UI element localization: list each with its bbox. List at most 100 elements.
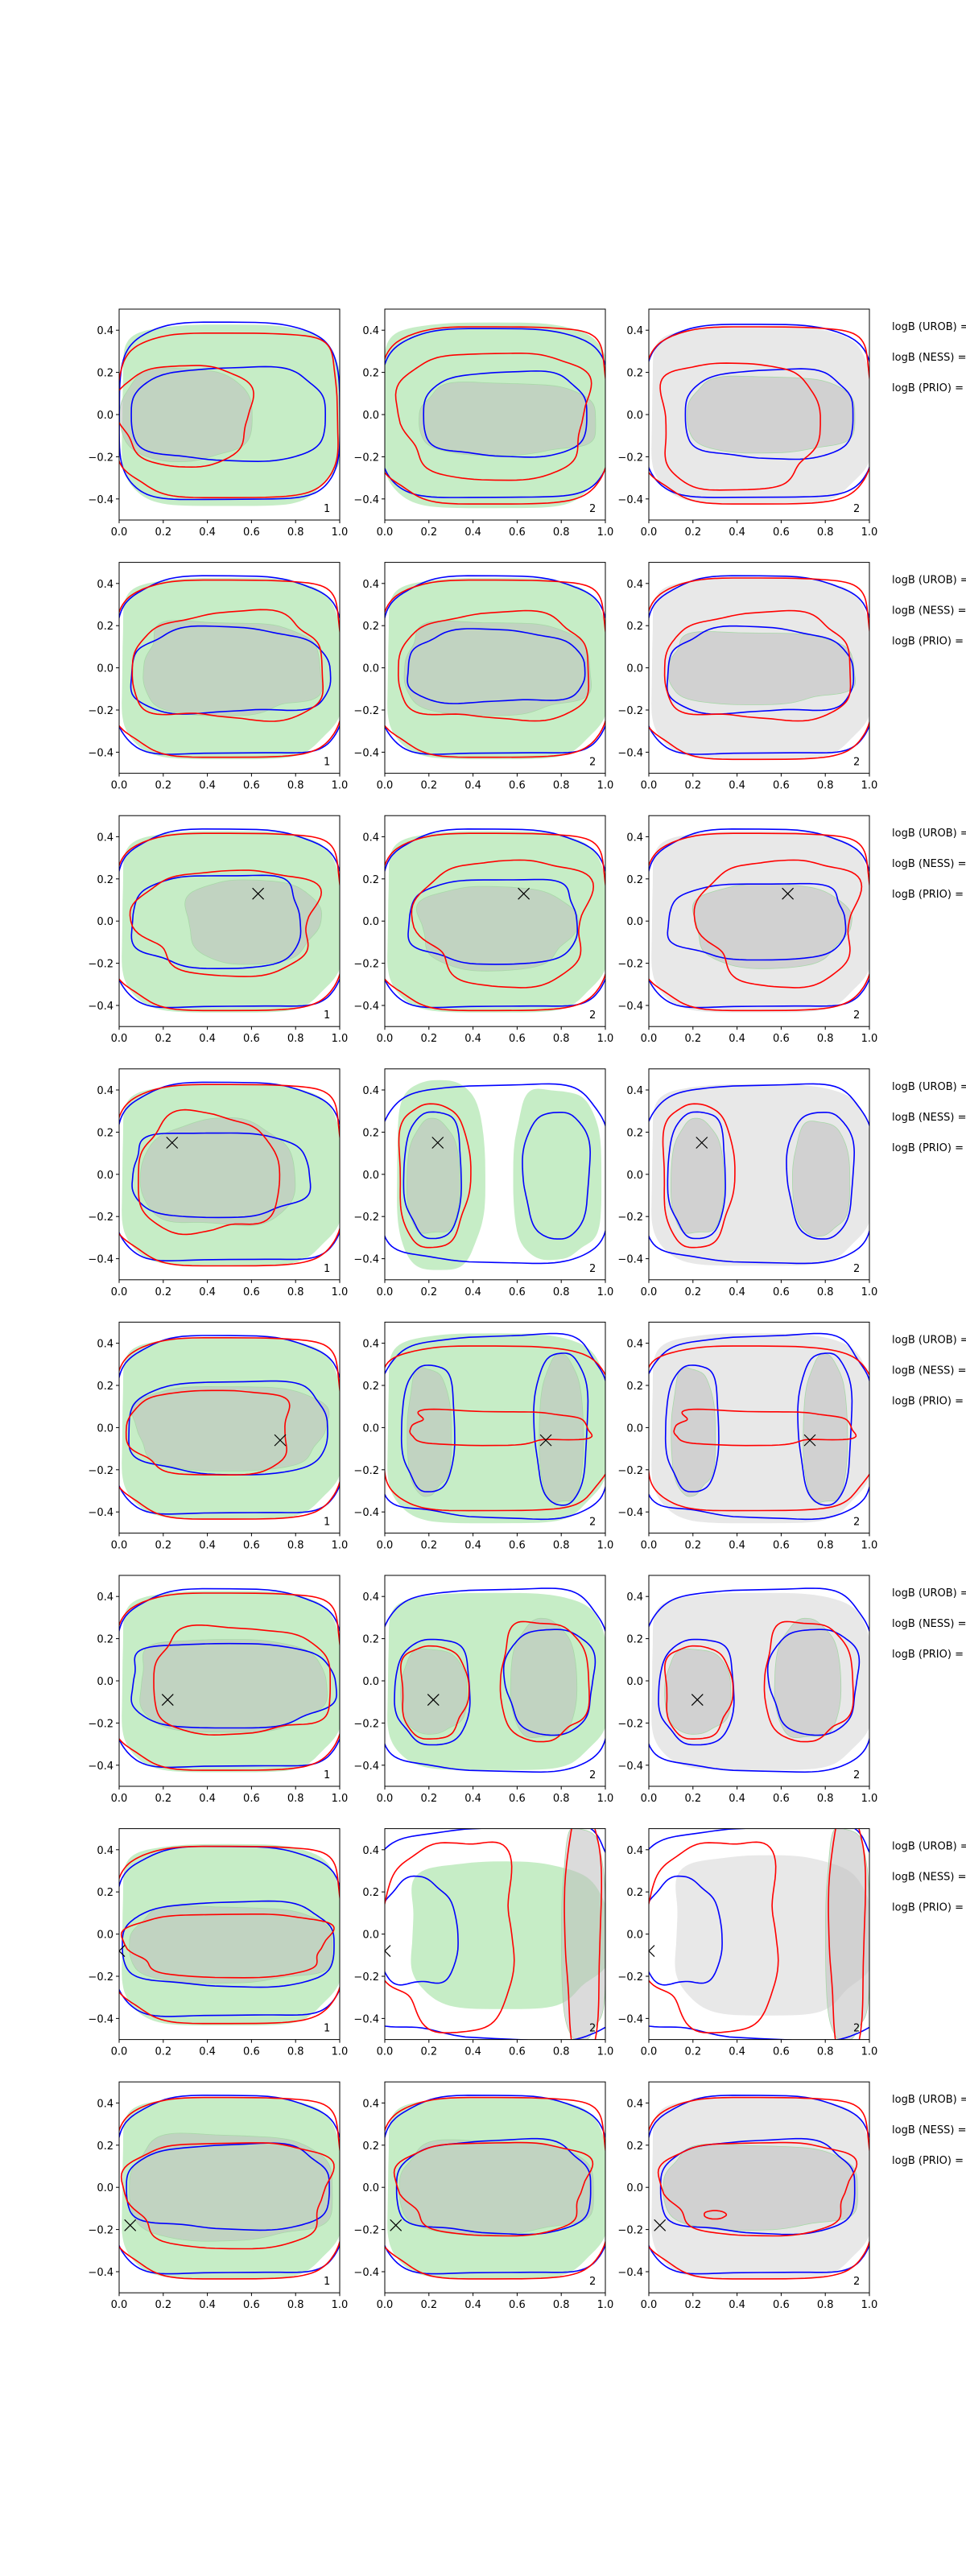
- x-tick-label: 0.0: [641, 2299, 658, 2311]
- green-density-fill: [513, 1088, 602, 1261]
- x-tick-label: 0.8: [817, 526, 834, 539]
- y-tick-label: 0.2: [97, 621, 114, 633]
- blue-contour: [664, 1364, 720, 1492]
- y-tick-label: 0.4: [362, 1339, 379, 1351]
- x-tick-label: 1.0: [597, 1033, 614, 1045]
- x-tick-label: 1.0: [861, 1286, 878, 1298]
- red-contour: [153, 1624, 331, 1736]
- x-tick-label: 0.6: [509, 1793, 526, 1805]
- panel-index-label: 2: [589, 2276, 596, 2288]
- x-marker-stroke: [252, 887, 265, 900]
- x-tick-label: 0.6: [509, 1539, 526, 1551]
- x-marker: [649, 1945, 655, 1957]
- x-tick-label: 0.4: [199, 780, 216, 792]
- blue-contour: [385, 1083, 605, 1265]
- y-tick-label: −0.2: [617, 959, 643, 971]
- panel-index-label: 2: [589, 1263, 596, 1275]
- inner-density-fill: [400, 1648, 468, 1735]
- inner-density-fill: [415, 886, 579, 972]
- x-marker-stroke: [124, 2219, 137, 2231]
- red-contour: [663, 609, 852, 722]
- x-tick-label: 1.0: [861, 2046, 878, 2058]
- inner-density-fill: [130, 1386, 330, 1472]
- x-tick-label: 0.4: [199, 1286, 216, 1298]
- x-tick-label: 0.4: [199, 2046, 216, 2058]
- y-tick-label: −0.4: [353, 1254, 379, 1266]
- x-tick-label: 0.4: [199, 2299, 216, 2311]
- panel-r1-c2: 2 0.0 0.2 0.4 0.6 0.8 1.0 0.4 0.2 0.0 −0.2 −0.4: [353, 308, 613, 539]
- blue-contour: [119, 1845, 340, 2017]
- blue-contour: [649, 575, 869, 755]
- panel-r8-c3: 2 0.0 0.2 0.4 0.6 0.8 1.0 0.4 0.2 0.0 −0.2 −0.4: [617, 2081, 877, 2311]
- blue-contour: [394, 1638, 471, 1746]
- y-tick-label: 0.4: [362, 1845, 379, 1857]
- y-tick-label: 0.2: [626, 1887, 643, 1899]
- panel-index-label: 2: [589, 1769, 596, 1781]
- y-tick-label: 0.2: [362, 1887, 379, 1899]
- x-tick-label: 0.2: [684, 780, 701, 792]
- logb-label: logB (UROB) =: [892, 1081, 966, 1093]
- x-tick-label: 0.0: [641, 1286, 658, 1298]
- y-tick-label: −0.4: [617, 2013, 643, 2025]
- logb-label: logB (NESS) =: [892, 858, 966, 870]
- x-tick-label: 0.0: [641, 2046, 658, 2058]
- red-contour: [385, 1345, 605, 1512]
- blue-contour: [130, 1642, 337, 1729]
- y-tick-label: 0.0: [97, 1676, 114, 1688]
- plot-area: [119, 1843, 340, 2026]
- y-tick-label: 0.4: [626, 1591, 643, 1604]
- y-tick-label: 0.2: [626, 2140, 643, 2153]
- blue-contour: [533, 1352, 589, 1506]
- panel-r3-c1: 1 0.0 0.2 0.4 0.6 0.8 1.0 0.4 0.2 0.0 −0.2 −0.4: [88, 815, 348, 1045]
- y-tick-label: 0.0: [97, 2182, 114, 2194]
- x-tick-label: 0.0: [377, 2299, 394, 2311]
- y-tick-label: 0.0: [97, 1930, 114, 1942]
- x-tick-label: 0.2: [155, 1539, 171, 1551]
- y-tick-label: 0.2: [626, 874, 643, 886]
- x-marker: [803, 1434, 816, 1447]
- blue-contour: [385, 2094, 605, 2275]
- y-tick-label: −0.4: [353, 747, 379, 759]
- red-contour: [649, 1345, 869, 1512]
- x-marker-stroke: [431, 1137, 444, 1149]
- panel-r4-c2: 2 0.0 0.2 0.4 0.6 0.8 1.0 0.4 0.2 0.0 −0.2 −0.4: [353, 1068, 614, 1298]
- red-contour: [119, 832, 340, 1012]
- logb-label: logB (PRIO) =: [892, 1649, 964, 1661]
- light-density-fill: [675, 1855, 869, 2016]
- x-marker: [124, 2219, 137, 2231]
- logb-label: logB (UROB) =: [892, 1334, 966, 1346]
- y-tick-label: 0.4: [97, 1339, 114, 1351]
- x-tick-label: 0.6: [773, 526, 790, 539]
- x-tick-label: 1.0: [597, 2299, 614, 2311]
- inner-density-fill: [419, 382, 597, 456]
- red-contour: [119, 1084, 340, 1267]
- blue-contour: [667, 882, 847, 961]
- panel-r7-c2: 2 0.0 0.2 0.4 0.6 0.8 1.0 0.4 0.2 0.0 −0.2 −0.4: [353, 1828, 613, 2058]
- inner-density-fill: [667, 631, 857, 705]
- x-tick-label: 0.8: [817, 2046, 834, 2058]
- panel-r3-c3: 2 0.0 0.2 0.4 0.6 0.8 1.0 0.4 0.2 0.0 −0.2 −0.4: [617, 815, 877, 1045]
- y-tick-label: 0.0: [626, 663, 643, 675]
- y-tick-label: 0.0: [97, 1422, 114, 1435]
- x-tick-label: 0.2: [684, 2299, 701, 2311]
- x-tick-label: 0.4: [729, 1539, 745, 1551]
- x-tick-label: 0.4: [464, 1033, 481, 1045]
- blue-contour: [385, 1332, 605, 1521]
- x-tick-label: 0.8: [287, 526, 304, 539]
- red-contour: [409, 1408, 593, 1447]
- blue-contour: [667, 1111, 726, 1240]
- red-contour: [138, 1108, 281, 1236]
- panel-r6-c1: 1 0.0 0.2 0.4 0.6 0.8 1.0 0.4 0.2 0.0 −0.2 −0.4: [88, 1575, 348, 1805]
- inner-density-fill: [129, 2132, 333, 2242]
- x-marker: [654, 2219, 667, 2231]
- inner-density-fill: [142, 619, 323, 716]
- x-tick-label: 1.0: [597, 1286, 614, 1298]
- y-tick-label: −0.2: [88, 1212, 114, 1224]
- y-tick-label: −0.4: [88, 747, 114, 759]
- y-tick-label: −0.4: [88, 1507, 114, 1519]
- x-tick-label: 0.6: [243, 2046, 260, 2058]
- panel-r1-c3: 2 0.0 0.2 0.4 0.6 0.8 1.0 0.4 0.2 0.0 −0.2 −0.4: [617, 308, 877, 539]
- x-tick-label: 0.0: [377, 1539, 394, 1551]
- y-tick-label: −0.2: [617, 452, 643, 464]
- inner-density-fill: [139, 1117, 296, 1227]
